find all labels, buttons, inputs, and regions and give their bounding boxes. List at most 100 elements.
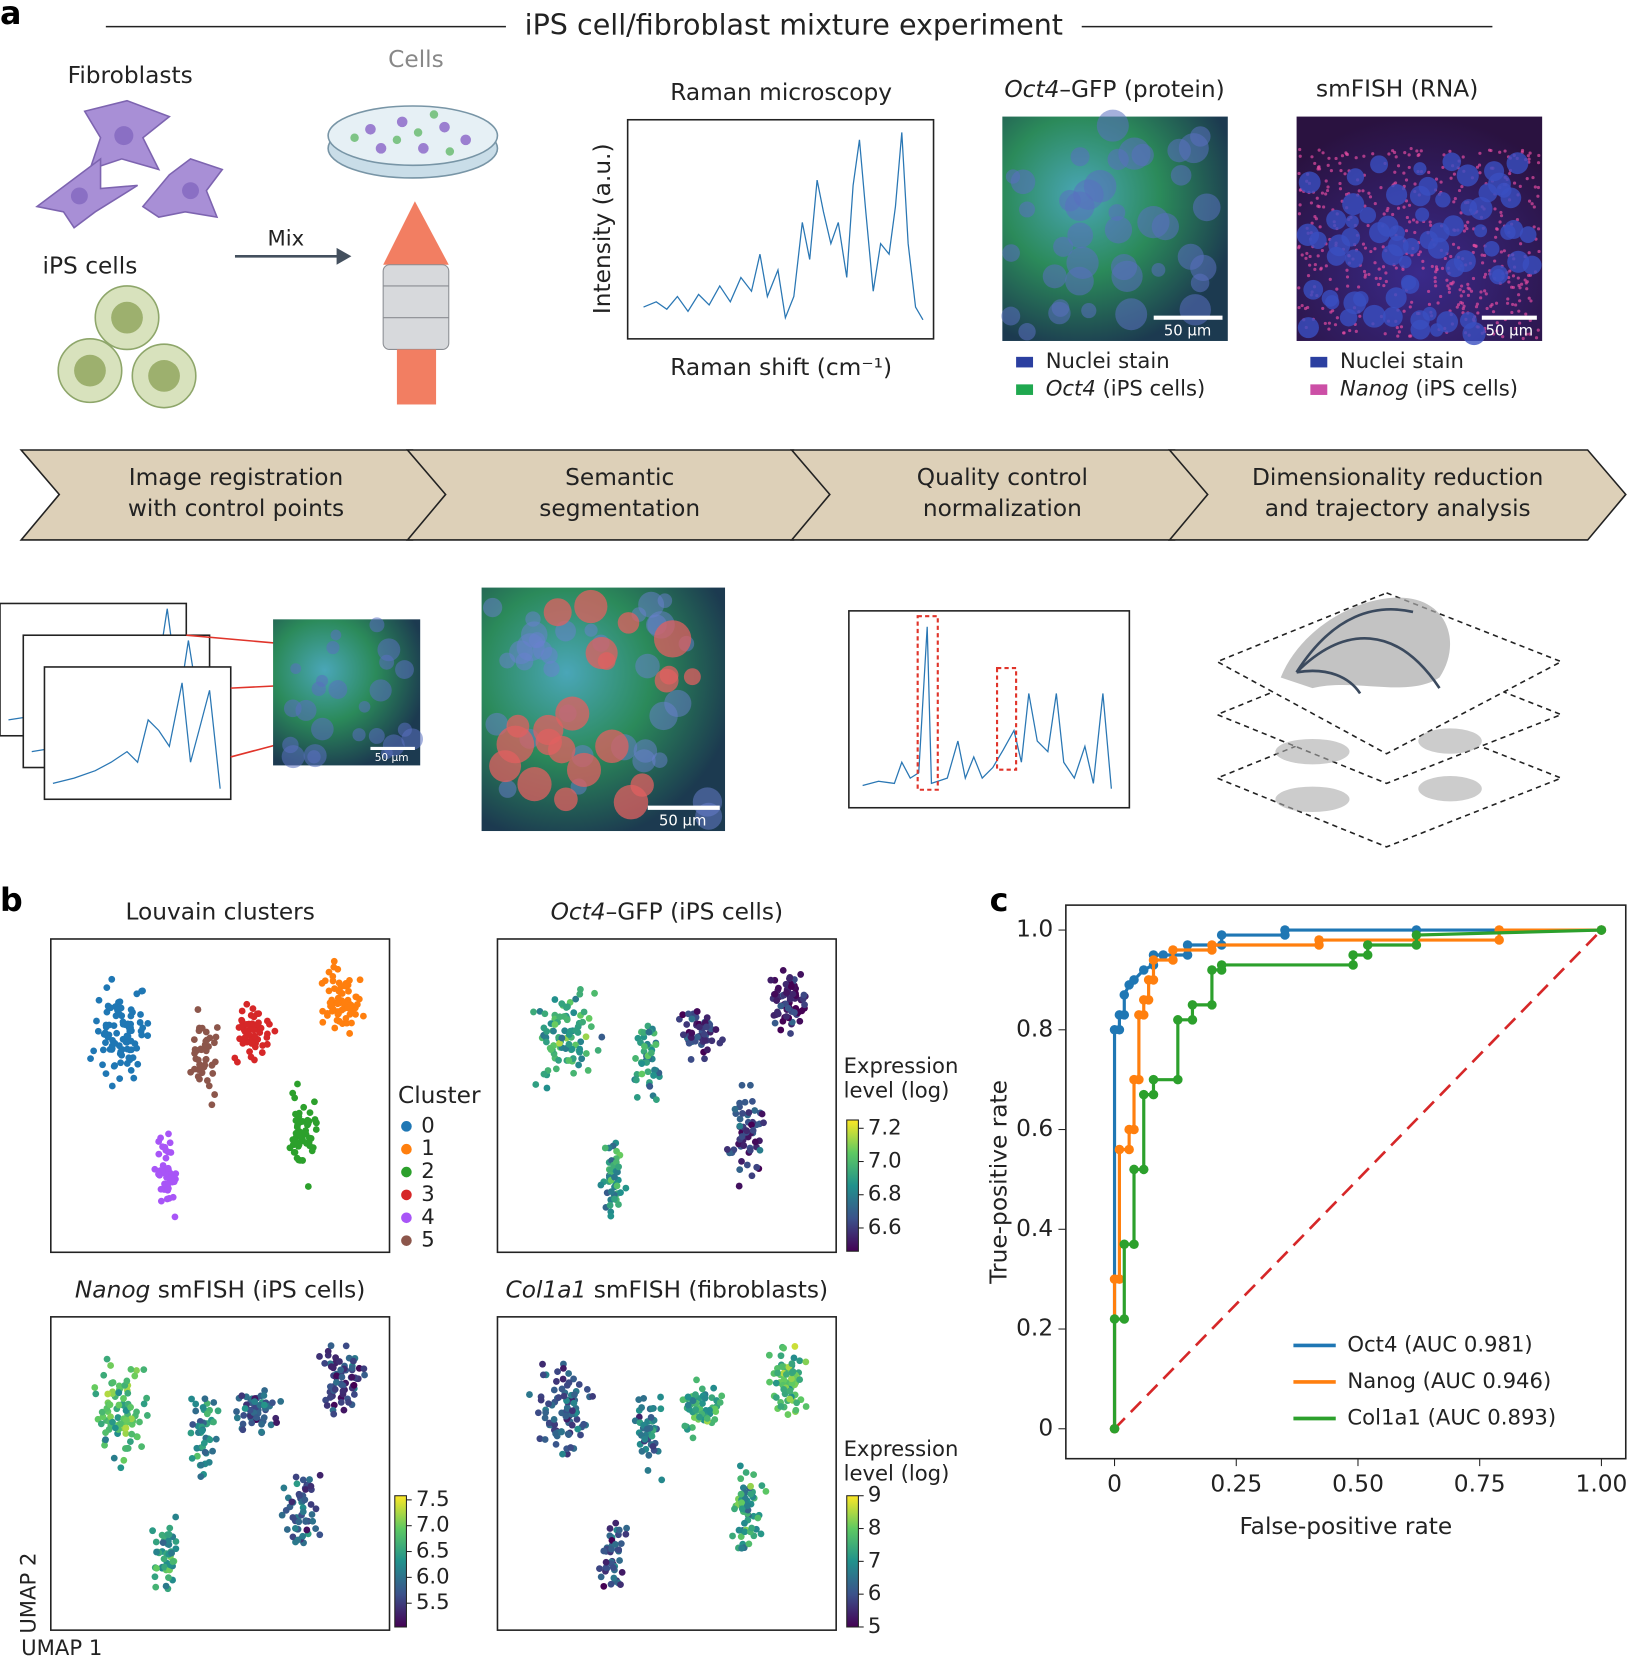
nucleus — [328, 680, 348, 699]
rna-spot — [1343, 172, 1347, 176]
rna-spot — [1325, 188, 1330, 193]
umap-dot — [736, 1462, 744, 1470]
nucleus — [1369, 221, 1391, 244]
umap-dot — [331, 1385, 339, 1393]
nucleus — [498, 780, 517, 798]
nucleus — [290, 663, 302, 675]
rna-spot — [1495, 227, 1499, 231]
umap-dot — [608, 1545, 615, 1553]
nucleus — [1492, 269, 1505, 282]
umap-dot — [740, 1142, 748, 1149]
nucleus — [1070, 147, 1090, 167]
legend-label: Oct4 (iPS cells) — [1046, 376, 1206, 401]
rna-spot — [1315, 196, 1319, 200]
segmentation — [482, 589, 723, 830]
umap-dot — [203, 1410, 211, 1418]
umap-dot — [633, 1094, 641, 1101]
umap-dot — [779, 967, 787, 974]
umap-dot — [783, 1013, 790, 1020]
umap-dot — [137, 1011, 144, 1018]
umap-dot — [552, 1441, 560, 1448]
umap-dot — [575, 1061, 582, 1069]
umap-dot — [189, 1421, 197, 1428]
umap-dot — [104, 1390, 112, 1398]
umap-dot — [305, 1134, 313, 1142]
nucleus — [352, 728, 366, 742]
nucleus — [1005, 169, 1021, 184]
umap-dot — [777, 1352, 785, 1360]
legend-label: Col1a1 (AUC 0.893) — [1347, 1404, 1556, 1429]
umap-dot — [703, 1014, 711, 1022]
umap-dot — [612, 1519, 620, 1527]
nucleus — [1298, 171, 1321, 194]
umap-dot — [166, 1524, 174, 1532]
umap-dot — [800, 991, 808, 999]
umap-dot — [638, 1070, 646, 1078]
umap-dot — [536, 1435, 544, 1443]
umap-dot — [263, 1040, 271, 1048]
umap-dot — [255, 1019, 262, 1027]
umap-dot — [692, 1391, 699, 1399]
umap-dot — [123, 1060, 131, 1067]
nucleus — [566, 752, 602, 787]
umap-dot — [264, 1030, 271, 1038]
umap-dot — [167, 1149, 175, 1156]
rna-spot — [1329, 169, 1333, 173]
qc-spectrum — [848, 610, 1131, 809]
umap-dot — [102, 1021, 110, 1029]
rna-spot — [1525, 287, 1529, 291]
rna-spot — [1479, 290, 1483, 294]
rna-spot — [1407, 165, 1411, 169]
rna-spot — [1482, 253, 1487, 258]
legend-label: Nuclei stain — [1340, 348, 1464, 373]
nucleus — [1177, 243, 1204, 270]
umap-dot — [344, 1004, 352, 1012]
rna-spot — [1384, 279, 1388, 284]
umap-dot — [144, 1019, 152, 1027]
umap-dot — [199, 1403, 207, 1411]
rna-spot — [1297, 305, 1301, 310]
umap-dot — [241, 1405, 249, 1412]
step-label: Semantic — [565, 464, 674, 491]
umap-dot — [238, 1392, 246, 1400]
nucleus — [1042, 264, 1067, 289]
nucleus — [657, 593, 673, 608]
legend-label: 4 — [421, 1204, 434, 1229]
rna-spot — [1407, 203, 1412, 207]
umap-dot — [321, 977, 329, 985]
rna-spot — [1466, 293, 1471, 297]
umap-dot — [87, 1055, 94, 1063]
umap-dot — [123, 1377, 131, 1385]
umap-dot — [748, 1121, 755, 1129]
umap-dot — [559, 1375, 567, 1383]
roc-point — [1114, 1144, 1125, 1155]
umap-dot — [307, 1501, 315, 1508]
umap-dot — [741, 1098, 749, 1106]
rna-spot — [1427, 302, 1432, 306]
rna-spot — [1459, 300, 1463, 305]
roc-point — [1148, 955, 1159, 965]
umap-dot — [615, 1163, 623, 1171]
umap-dot — [243, 1021, 251, 1028]
umap-dot — [192, 1400, 200, 1408]
scale-label: 50 μm — [659, 813, 706, 830]
rna-spot — [1297, 171, 1301, 176]
umap-dot — [539, 1371, 547, 1379]
rna-spot — [1362, 154, 1366, 158]
rna-spot — [1475, 302, 1479, 306]
umap-dot — [591, 989, 598, 997]
rna-spot — [1327, 156, 1331, 160]
rna-spot — [1536, 194, 1540, 198]
umap-dot — [784, 1411, 792, 1418]
umap-dot — [679, 1011, 687, 1019]
legend-label: 3 — [421, 1181, 434, 1206]
rna-spot — [1345, 268, 1349, 272]
umap-dot — [102, 1070, 110, 1078]
umap-dot — [688, 1015, 696, 1023]
umap-dot — [140, 1400, 148, 1408]
nuclei-icons — [70, 126, 199, 205]
umap-dot — [711, 1416, 719, 1423]
umap-dot — [564, 1003, 571, 1011]
nucleus — [1190, 273, 1210, 293]
rna-spot — [1402, 205, 1406, 209]
